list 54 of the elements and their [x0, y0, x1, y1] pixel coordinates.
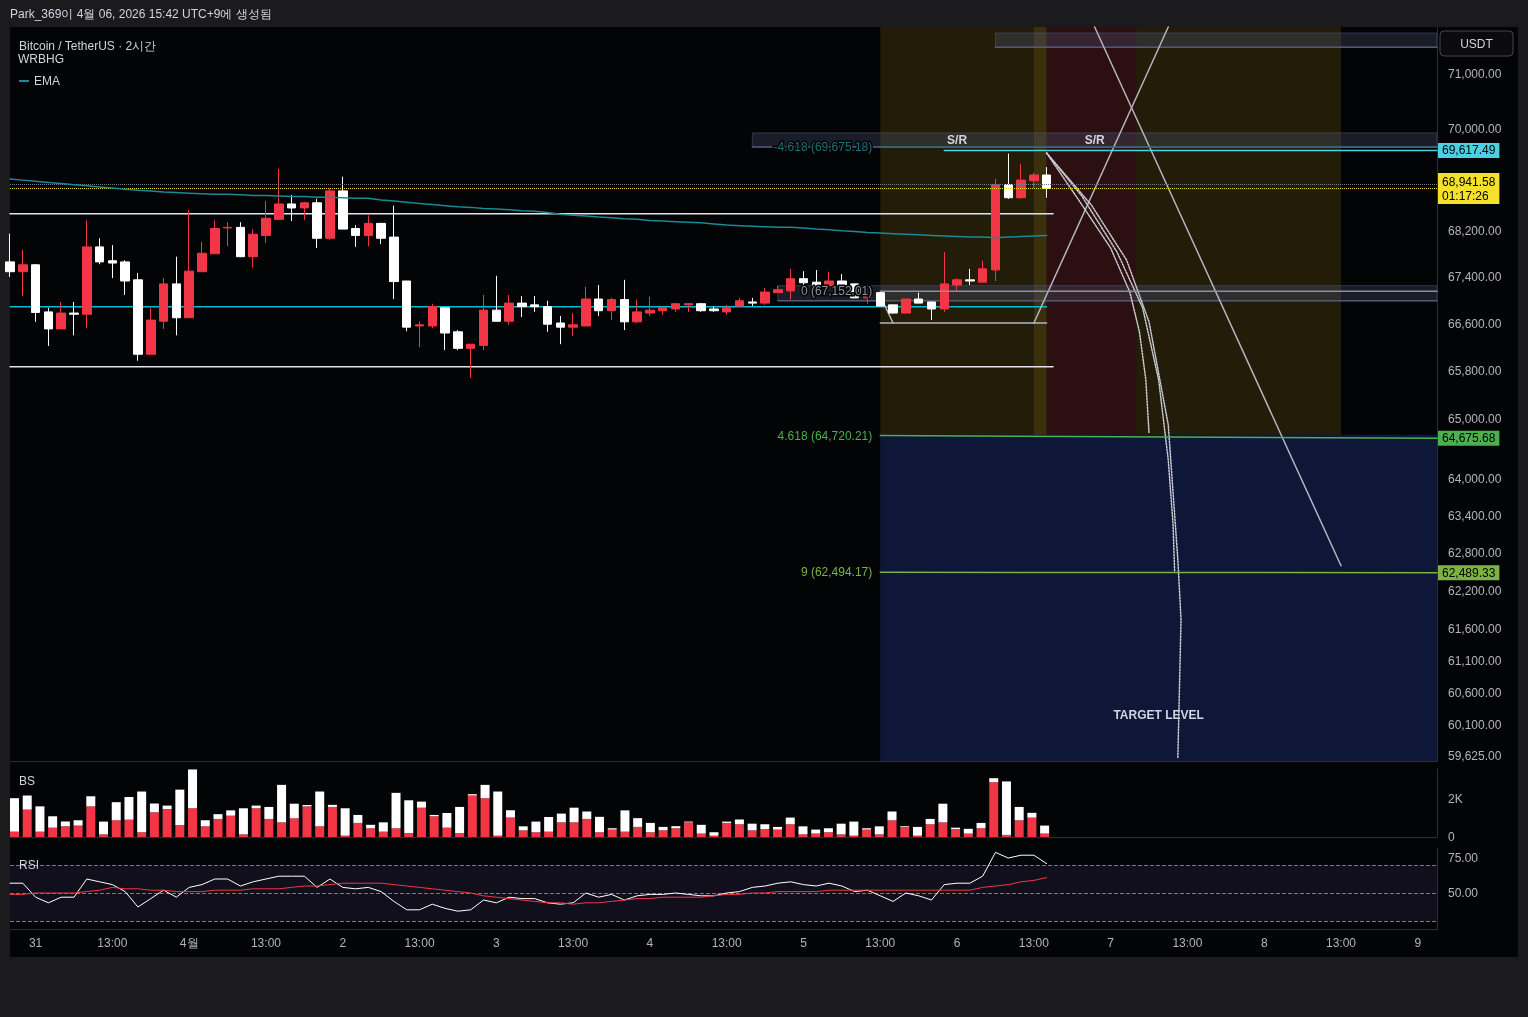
x-tick-label: 13:00 — [711, 936, 743, 951]
x-tick-label: 31 — [28, 936, 43, 951]
x-tick-label: 4 — [646, 936, 654, 951]
text: Bitcoin / TetherUS · 2시간 — [19, 39, 157, 53]
text: Park_369이 4월 06, 2026 15:42 UTC+9에 생성됨 — [10, 7, 272, 21]
y-tick-label: 60,600.00 — [1448, 685, 1502, 700]
x-tick-label: 13:00 — [404, 936, 435, 951]
data-label: 9 (62,494.17) — [800, 565, 873, 580]
y-tick-label: 62,200.00 — [1448, 583, 1502, 598]
x-tick-label: 8 — [1260, 936, 1268, 951]
x-tick-label: 13:00 — [865, 936, 896, 951]
y-tick-label: 2K — [1448, 791, 1463, 806]
x-tick-label: 13:00 — [250, 936, 282, 951]
x-tick-label: 4월 — [179, 936, 199, 951]
annotation: WRBHG — [18, 52, 64, 66]
y-tick-label: 65,000.00 — [1448, 411, 1502, 426]
data-label: 69,617.49 — [1442, 143, 1496, 158]
y-tick-label: 66,600.00 — [1448, 316, 1502, 331]
y-tick-label: 0 — [1448, 830, 1455, 844]
x-tick-label: 13:00 — [558, 936, 589, 951]
y-tick-label: 59,625.00 — [1448, 749, 1502, 764]
y-tick-label: 67,400.00 — [1448, 269, 1502, 284]
x-tick-label: 13:00 — [97, 936, 128, 951]
y-tick-label: 68,200.00 — [1448, 223, 1502, 238]
x-tick-label: 13:00 — [1326, 936, 1357, 951]
x-tick-label: 13:00 — [1018, 936, 1050, 951]
data-label: 4.618 (64,720.21) — [777, 428, 873, 443]
y-tick-label: 61,600.00 — [1448, 621, 1502, 636]
y-tick-label: 63,400.00 — [1448, 509, 1502, 524]
x-tick-label: 6 — [953, 936, 961, 951]
x-tick-label: 13:00 — [1172, 936, 1203, 951]
y-tick-label: 61,100.00 — [1448, 653, 1502, 668]
y-axis-title: USDT — [1460, 36, 1494, 51]
x-tick-label: 9 — [1414, 936, 1422, 951]
text: BS — [19, 774, 36, 788]
y-tick-label: 60,100.00 — [1448, 718, 1502, 733]
y-tick-label: 62,800.00 — [1448, 546, 1502, 561]
annotation: S/R — [1084, 132, 1105, 147]
data-label: 64,675.68 — [1442, 431, 1496, 446]
x-tick-label: 7 — [1107, 936, 1115, 951]
x-tick-label: 2 — [339, 936, 347, 951]
data-label: 62,489.33 — [1442, 565, 1496, 580]
y-tick-label: 65,800.00 — [1448, 363, 1502, 378]
annotation: S/R — [947, 132, 968, 147]
text: RSI — [19, 858, 40, 872]
y-tick-label: 50.00 — [1448, 886, 1479, 900]
y-tick-label: 70,000.00 — [1448, 121, 1502, 136]
y-tick-label: 75.00 — [1448, 851, 1479, 865]
x-tick-label: 5 — [800, 936, 808, 951]
x-tick-label: 3 — [492, 936, 500, 951]
legend-label: EMA — [34, 74, 61, 88]
ref-line-label: 68,941.58 01:17:26 — [1442, 174, 1496, 203]
y-tick-label: 64,000.00 — [1448, 472, 1502, 487]
y-tick-label: 71,000.00 — [1448, 66, 1502, 81]
